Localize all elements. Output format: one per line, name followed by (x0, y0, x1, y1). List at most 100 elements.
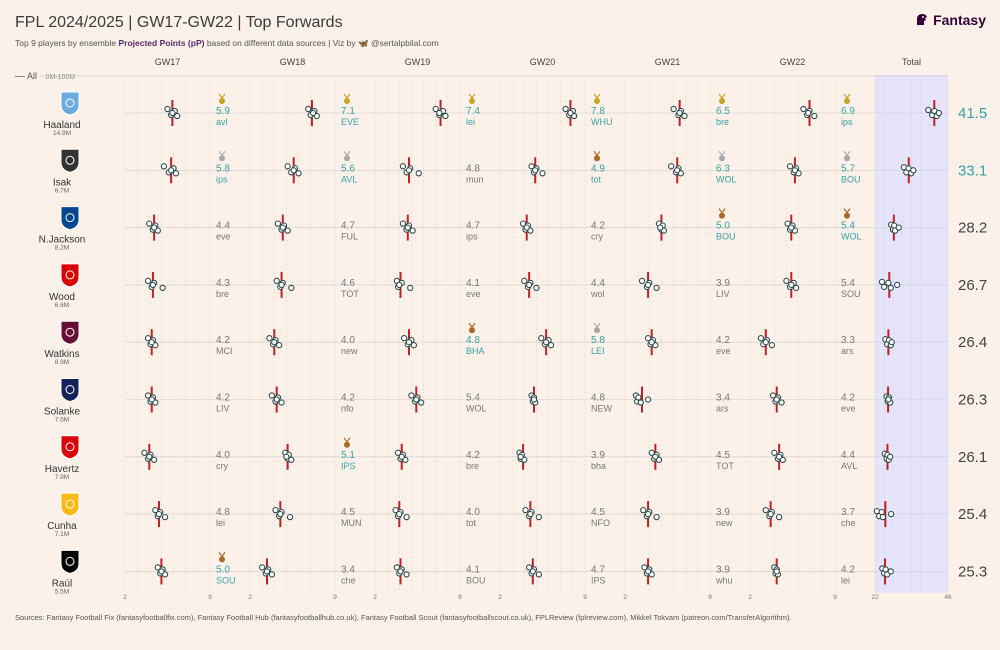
source-point (805, 109, 812, 117)
player-name: Haaland (43, 120, 80, 131)
opponent-label: WOL (841, 232, 862, 242)
player-name: Wood (49, 292, 75, 303)
total-points-label: 26.1 (958, 449, 987, 466)
source-point (399, 163, 407, 170)
opponent-label: MUN (341, 518, 362, 528)
medal-ribbon (843, 150, 851, 157)
source-point (279, 224, 286, 231)
chelsea-crest-icon (60, 206, 80, 231)
opponent-label: eve (216, 232, 231, 242)
source-point (644, 568, 652, 575)
gold-medal-icon (468, 93, 476, 104)
source-point (150, 456, 158, 463)
total-source-point (895, 224, 902, 231)
source-point (258, 564, 266, 571)
source-point (436, 109, 443, 117)
crest-shield (60, 378, 80, 403)
source-point (275, 342, 283, 349)
source-point (398, 453, 405, 460)
source-point (271, 339, 278, 346)
silver-medal-icon (218, 150, 226, 162)
medal-ribbon (343, 93, 351, 99)
source-point (762, 339, 769, 346)
medal-disc (469, 327, 475, 334)
medal-disc (344, 441, 350, 448)
opponent-label: eve (466, 289, 481, 299)
medal-ribbon (718, 93, 726, 99)
source-point (403, 513, 410, 521)
source-point (272, 506, 279, 514)
crest-emblem (65, 327, 75, 337)
medal-ribbon (468, 322, 476, 329)
opponent-label: ips (841, 117, 853, 127)
crest-shield (60, 549, 80, 574)
source-point (278, 281, 285, 289)
source-point (535, 513, 543, 521)
axis-tick-label: 2 (623, 594, 627, 601)
projected-points-label: 6.3 (716, 163, 730, 174)
opponent-label: cry (216, 461, 228, 471)
projected-points-label: 6.9 (841, 106, 855, 117)
price-filter[interactable]: All 0M-100M (15, 71, 75, 81)
source-point (150, 224, 158, 231)
total-source-point (910, 167, 917, 174)
source-point (674, 167, 681, 174)
opponent-label: bre (466, 461, 479, 471)
source-point (268, 392, 276, 399)
projected-points-label: 5.9 (216, 106, 230, 117)
axis-tick-label: 9 (458, 594, 462, 601)
total-source-point (925, 106, 932, 114)
source-point (415, 170, 422, 177)
opponent-label: SOU (841, 289, 861, 299)
player-name: Cunha (47, 521, 77, 532)
medal-disc (844, 155, 850, 162)
source-point (773, 568, 780, 575)
projected-points-label: 5.0 (716, 221, 730, 232)
crest-shield (60, 435, 80, 460)
opponent-label: NFO (591, 518, 610, 528)
projected-points-label: 4.7 (466, 221, 480, 232)
opponent-label: WOL (466, 404, 487, 414)
newcastle-crest-icon (60, 148, 80, 173)
source-point (284, 163, 291, 170)
projected-points-label: 4.2 (841, 564, 855, 575)
projected-points-label: 4.0 (341, 335, 355, 346)
player-ownership: 8.7M (55, 187, 69, 194)
medal-disc (594, 155, 600, 162)
silver-medal-icon (718, 150, 726, 162)
source-point (409, 227, 416, 234)
column-header: GW20 (530, 57, 556, 67)
total-source-point (887, 510, 895, 518)
source-point (274, 220, 282, 227)
source-point (676, 109, 683, 117)
source-point (562, 105, 569, 113)
source-point (141, 449, 148, 456)
projected-points-label: 4.2 (716, 335, 730, 346)
bronze-medal-icon (468, 322, 476, 334)
player-name: Havertz (45, 464, 79, 475)
opponent-label: BOU (716, 232, 736, 242)
source-point (525, 281, 533, 289)
opponent-label: whu (715, 575, 733, 585)
opponent-label: IPS (591, 575, 606, 585)
projected-points-label: 5.0 (216, 564, 230, 575)
source-point (399, 220, 407, 227)
opponent-label: nfo (341, 404, 354, 414)
bronze-medal-icon (343, 437, 351, 448)
nottingham-forest-crest-icon (60, 263, 80, 288)
projected-points-label: 4.1 (466, 564, 480, 575)
player-ownership: 5.5M (55, 588, 69, 595)
source-point (637, 399, 644, 406)
axis-tick-label: 2 (248, 594, 252, 601)
opponent-label: wol (590, 289, 605, 299)
axis-tick-label: 2 (373, 594, 377, 601)
medal-disc (594, 98, 600, 104)
source-point (405, 339, 413, 346)
opponent-label: TOT (716, 461, 734, 471)
source-point (657, 224, 664, 231)
axis-tick-label: 9 (208, 594, 212, 601)
source-point (432, 105, 439, 113)
source-point (667, 163, 675, 170)
medal-disc (344, 98, 350, 104)
author-handle[interactable]: @sertalpbilal.com (371, 38, 439, 48)
